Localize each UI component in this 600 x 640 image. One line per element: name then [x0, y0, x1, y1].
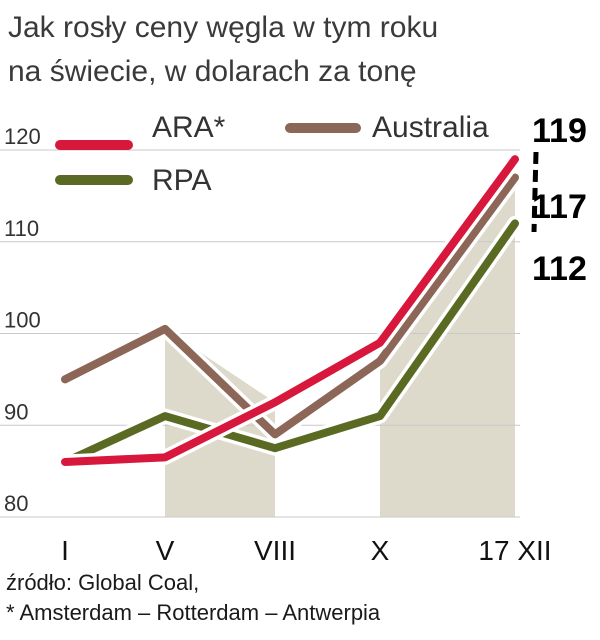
end-value-labels: 119 117 112	[531, 112, 587, 288]
x-tick-label: I	[61, 535, 69, 565]
title-line-1: Jak rosły ceny węgla w tym roku	[8, 11, 439, 44]
series-lines	[57, 151, 523, 470]
leader-line	[531, 151, 539, 233]
end-label: 119	[532, 112, 587, 150]
y-tick-label: 100	[4, 308, 41, 333]
legend-label: Australia	[372, 111, 489, 144]
band-3	[380, 159, 515, 518]
y-tick-label: 120	[4, 124, 41, 149]
y-tick-label: 110	[4, 216, 39, 241]
legend-label: RPA	[152, 164, 211, 197]
background-bands	[165, 159, 515, 518]
y-axis-ticks: 80 90 100 110 120	[4, 124, 41, 516]
source-note: źródło: Global Coal, * Amsterdam – Rotte…	[6, 568, 380, 628]
series-line-rpa	[61, 219, 519, 466]
legend-label: ARA*	[152, 111, 226, 144]
source-text: źródło: Global Coal,	[6, 570, 200, 595]
end-label: 117	[532, 188, 587, 226]
line-chart: 80 90 100 110 120 I V VIII X 17 XII ARA* Australi…	[0, 111, 587, 565]
series-line-australia	[61, 173, 519, 439]
title-line-2: na świecie, w dolarach za tonę	[8, 55, 417, 88]
y-tick-label: 80	[4, 491, 28, 516]
legend: ARA* Australia RPA	[55, 111, 489, 197]
footnote-text: * Amsterdam – Rotterdam – Antwerpia	[6, 600, 381, 625]
x-tick-label: V	[156, 535, 175, 565]
end-label: 112	[532, 250, 587, 288]
y-tick-label: 90	[4, 399, 28, 424]
x-tick-label: X	[371, 535, 390, 565]
x-tick-label: 17 XII	[478, 535, 551, 565]
series-line-ara	[61, 155, 519, 466]
x-tick-label: VIII	[254, 535, 296, 565]
chart-title: Jak rosły ceny węgla w tym roku na świec…	[8, 6, 438, 94]
x-axis-ticks: I V VIII X 17 XII	[61, 535, 551, 565]
